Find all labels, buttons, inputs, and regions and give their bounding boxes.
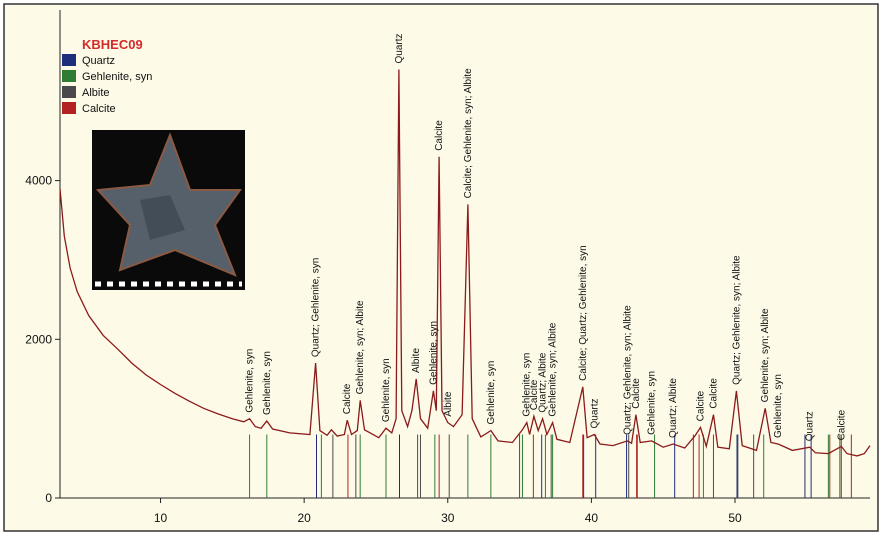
peak-label: Calcite; Quartz; Gehlenite, syn (578, 245, 589, 381)
x-tick-label: 20 (297, 511, 311, 525)
peak-label: Quartz; Gehlenite, syn; Albite (731, 255, 742, 385)
peak-label: Calcite; Gehlenite, syn; Albite (463, 68, 474, 199)
legend-label: Gehlenite, syn (82, 71, 152, 83)
peak-label: Albite (443, 391, 454, 416)
legend-label: Calcite (82, 103, 116, 115)
peak-label: Gehlenite, syn (245, 349, 256, 413)
peak-label: Calcite (342, 383, 353, 414)
photo-inset (92, 130, 245, 290)
peak-label: Calcite (836, 409, 847, 440)
peak-label: Gehlenite, syn; Albite (548, 322, 559, 416)
peak-label: Gehlenite, syn (428, 321, 439, 385)
x-tick-label: 10 (154, 511, 168, 525)
peak-label: Gehlenite, syn; Albite (760, 308, 771, 402)
x-tick-label: 30 (441, 511, 455, 525)
y-tick-label: 2000 (25, 332, 52, 346)
peak-label: Quartz (589, 399, 600, 429)
peak-label: Calcite (434, 120, 445, 151)
y-tick-label: 0 (45, 491, 52, 505)
peak-label: Calcite (696, 390, 707, 421)
peak-label: Gehlenite, syn (773, 374, 784, 438)
peak-label: Gehlenite, syn (522, 353, 533, 417)
peak-label: Quartz; Gehlenite, syn (311, 258, 322, 358)
peak-label: Quartz; Albite (538, 352, 549, 412)
peak-label: Quartz (394, 33, 405, 63)
diffraction-trace (59, 69, 871, 457)
peak-label: Quartz (805, 411, 816, 441)
peak-label: Calcite (708, 378, 719, 409)
peak-label: Gehlenite, syn (486, 361, 497, 425)
peak-label: Gehlenite, syn; Albite (355, 300, 366, 394)
y-tick-label: 4000 (25, 174, 52, 188)
legend-swatch (62, 102, 76, 114)
peak-label: Calcite (631, 378, 642, 409)
peak-label: Gehlenite, syn (262, 351, 273, 415)
peak-label: Gehlenite, syn (381, 358, 392, 422)
sample-title: KBHEC09 (82, 37, 143, 52)
legend-label: Albite (82, 87, 110, 99)
peak-label: Quartz; Gehlenite, syn; Albite (622, 305, 633, 435)
peak-label: Quartz; Albite (668, 378, 679, 438)
legend-swatch (62, 70, 76, 82)
legend: Quartz Gehlenite, syn Albite Calcite (62, 54, 152, 115)
peak-label: Calcite (529, 379, 540, 410)
peak-label: Gehlenite, syn (647, 371, 658, 435)
x-tick-label: 40 (585, 511, 599, 525)
x-tick-label: 50 (728, 511, 742, 525)
legend-swatch (62, 54, 76, 66)
legend-label: Quartz (82, 55, 115, 67)
legend-swatch (62, 86, 76, 98)
peak-label: Albite (411, 348, 422, 373)
